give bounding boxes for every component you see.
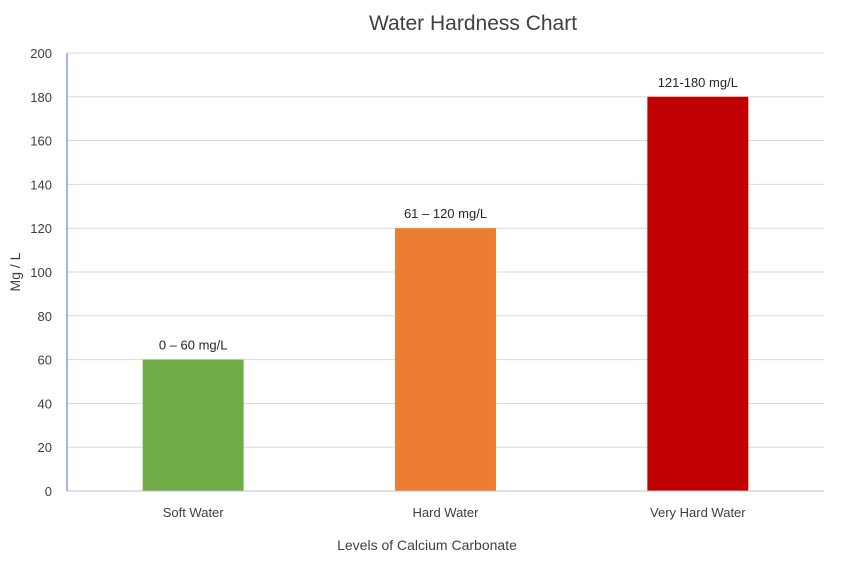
chart-title: Water Hardness Chart (369, 12, 577, 35)
y-axis-title: Mg / L (7, 252, 23, 291)
y-tick-label: 80 (38, 309, 52, 324)
y-tick-label: 180 (30, 90, 52, 105)
data-labels: 0 – 60 mg/L 61 – 120 mg/L 121-180 mg/L (159, 75, 738, 353)
y-tick-label: 0 (45, 484, 52, 499)
x-axis-title: Levels of Calcium Carbonate (337, 537, 517, 553)
x-tick-label: Very Hard Water (650, 505, 746, 520)
bar-data-label: 121-180 mg/L (658, 75, 738, 90)
bar-data-label: 61 – 120 mg/L (404, 206, 487, 221)
y-tick-label: 20 (38, 440, 52, 455)
y-tick-label: 100 (30, 265, 52, 280)
x-tick-label: Hard Water (413, 505, 480, 520)
y-tick-label: 40 (38, 396, 52, 411)
y-tick-label: 60 (38, 353, 52, 368)
bar (395, 228, 496, 491)
y-tick-label: 120 (30, 221, 52, 236)
y-tick-labels: 0 20 40 60 80 100 120 140 160 180 200 (30, 46, 52, 499)
bar-data-label: 0 – 60 mg/L (159, 338, 228, 353)
y-tick-label: 160 (30, 134, 52, 149)
bar (142, 359, 244, 491)
x-tick-label: Soft Water (163, 505, 225, 520)
bar (647, 96, 749, 492)
y-tick-label: 200 (30, 46, 52, 61)
bars (142, 96, 749, 492)
x-tick-labels: Soft Water Hard Water Very Hard Water (163, 505, 747, 520)
y-tick-label: 140 (30, 177, 52, 192)
